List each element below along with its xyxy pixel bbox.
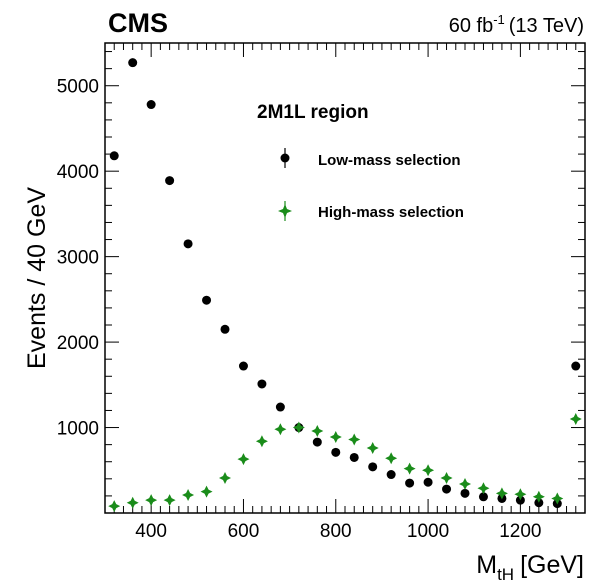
legend-label-high: High-mass selection (318, 204, 464, 221)
low-mass-point (220, 324, 230, 334)
lumi-label: 60 fb-1 (13 TeV) (449, 12, 584, 37)
low-mass-point (109, 151, 119, 161)
lumi-value: 60 fb (449, 15, 493, 37)
x-tick-label: 800 (320, 521, 352, 542)
high-mass-point (403, 462, 416, 475)
low-mass-point (349, 452, 359, 462)
legend-label-low: Low-mass selection (318, 152, 461, 169)
high-mass-point (255, 435, 268, 448)
legend-marker-low (280, 153, 290, 163)
high-mass-point (477, 482, 490, 495)
x-axis-title-main: M (476, 551, 497, 579)
high-mass-point (329, 430, 342, 443)
x-axis-title: MtH [GeV] (476, 551, 584, 580)
legend: 2M1L region Low-mass selection High-mass… (257, 102, 464, 221)
low-mass-point (460, 488, 470, 498)
high-mass-point (551, 492, 564, 505)
high-mass-point (237, 453, 250, 466)
high-mass-point (274, 423, 287, 436)
low-mass-point (275, 402, 285, 412)
low-mass-point (368, 462, 378, 472)
low-mass-point (238, 361, 248, 371)
low-mass-point (146, 100, 156, 110)
y-tick-label: 3000 (57, 248, 99, 269)
low-mass-point (165, 176, 175, 186)
cms-label: CMS (108, 8, 168, 38)
y-axis: 1000 2000 3000 4000 5000 (57, 51, 585, 514)
high-mass-point (163, 494, 176, 507)
low-mass-point (331, 447, 341, 457)
y-tick-label: 1000 (57, 419, 99, 440)
high-mass-point (514, 488, 527, 501)
x-axis-title-unit: [GeV] (520, 551, 584, 579)
high-mass-point (182, 489, 195, 502)
high-mass-point (145, 494, 158, 507)
high-mass-point (440, 471, 453, 484)
low-mass-point (257, 379, 267, 389)
legend-entry-high: High-mass selection (278, 201, 464, 221)
x-axis: 400 600 800 1000 1200 (104, 43, 586, 542)
low-mass-point (423, 477, 433, 487)
low-mass-point (405, 478, 415, 488)
low-mass-point (442, 484, 452, 494)
high-mass-point (292, 421, 305, 434)
high-mass-point (569, 413, 582, 425)
high-mass-point (108, 500, 121, 513)
legend-marker-high (278, 204, 292, 218)
high-mass-point (126, 496, 139, 509)
low-mass-point (312, 437, 322, 447)
x-tick-label: 1000 (407, 521, 449, 542)
low-mass-point (478, 492, 488, 502)
low-mass-point (128, 58, 138, 68)
high-mass-point (532, 490, 545, 503)
low-mass-point (202, 295, 212, 305)
high-mass-point (200, 485, 213, 498)
y-tick-label: 5000 (57, 77, 99, 98)
low-mass-point (183, 239, 193, 249)
y-tick-label: 4000 (57, 162, 99, 183)
lumi-exponent: -1 (493, 12, 505, 27)
x-tick-label: 1200 (499, 521, 541, 542)
low-mass-point (571, 361, 581, 371)
high-mass-point (311, 424, 324, 437)
y-axis-title: Events / 40 GeV (23, 187, 51, 369)
high-mass-point (459, 477, 471, 490)
x-tick-label: 600 (228, 521, 260, 542)
high-mass-point (422, 464, 435, 477)
legend-title: 2M1L region (257, 102, 369, 123)
data-points (108, 58, 582, 513)
high-mass-point (366, 442, 379, 455)
y-tick-label: 2000 (57, 333, 99, 354)
high-mass-point (348, 433, 361, 446)
x-axis-title-sub: tH (497, 565, 514, 580)
x-tick-label: 400 (135, 521, 167, 542)
high-mass-point (495, 487, 508, 500)
low-mass-point (386, 470, 396, 480)
high-mass-point (385, 452, 398, 465)
energy-label: (13 TeV) (509, 15, 584, 37)
high-mass-point (219, 471, 231, 484)
legend-entry-low: Low-mass selection (280, 148, 461, 169)
